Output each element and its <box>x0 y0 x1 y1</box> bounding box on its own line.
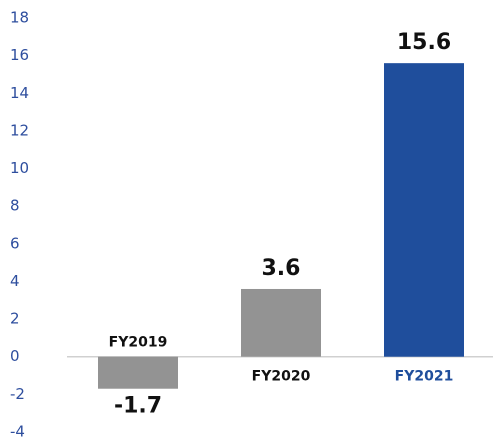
y-tick-label: 18 <box>10 9 29 27</box>
x-tick-label: FY2021 <box>395 369 454 385</box>
y-tick-label: -4 <box>10 423 25 441</box>
bar <box>98 356 178 389</box>
y-tick-label: 12 <box>10 121 29 139</box>
y-tick-label: 8 <box>10 197 20 215</box>
bar <box>384 63 464 357</box>
y-tick-label: -2 <box>10 385 25 403</box>
data-label: 3.6 <box>262 256 301 281</box>
y-tick-label: 4 <box>10 272 20 290</box>
data-label: -1.7 <box>114 394 162 419</box>
y-tick-label: 0 <box>10 347 20 365</box>
y-tick-label: 10 <box>10 159 29 177</box>
y-tick-label: 2 <box>10 310 20 328</box>
y-tick-label: 6 <box>10 234 20 252</box>
data-label: 15.6 <box>397 30 451 55</box>
y-tick-label: 16 <box>10 46 29 64</box>
x-tick-label: FY2020 <box>252 369 311 385</box>
y-tick-label: 14 <box>10 84 29 102</box>
bar <box>241 288 321 357</box>
x-tick-label: FY2019 <box>109 335 168 351</box>
